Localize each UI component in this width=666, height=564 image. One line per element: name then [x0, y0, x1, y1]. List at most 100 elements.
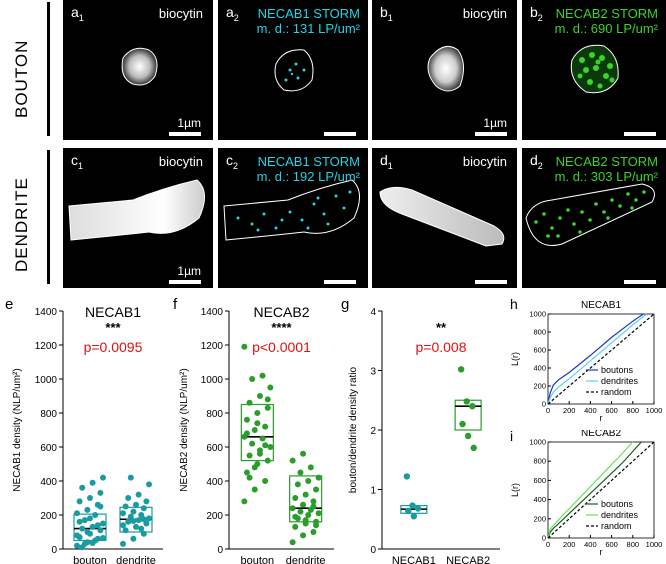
y-tick-label: 600: [40, 443, 57, 454]
dendrite-necab1-storm-image: [223, 179, 360, 241]
data-point: [120, 522, 126, 529]
bouton-biocytin-image: [121, 47, 158, 86]
x-tick-label: NECAB2: [446, 555, 490, 564]
scale-bar: [624, 280, 656, 284]
data-point: [254, 420, 261, 427]
data-point: [138, 525, 145, 532]
panel-letter-e: e: [5, 296, 14, 313]
data-point: [405, 507, 412, 515]
y-tick-label: 400: [533, 364, 546, 373]
data-point: [89, 540, 96, 547]
panel-sub: 1: [387, 12, 393, 23]
chart-title: NECAB2: [253, 304, 309, 320]
data-point: [249, 376, 256, 382]
data-point: [74, 542, 80, 549]
data-point: [76, 518, 83, 525]
y-tick-label: 400: [206, 477, 223, 488]
legend-label: random: [601, 387, 632, 397]
chart-h-necab1-ripley: NECAB1 0 200 400 600 800 1000 0 200 400 600 800 1000…: [510, 300, 662, 423]
data-point: [122, 527, 129, 534]
data-point: [81, 517, 88, 524]
panel-c1-biocytin: c1 biocytin 1µm: [63, 148, 213, 288]
panel-d1-label: biocytin: [462, 154, 507, 169]
data-point: [89, 523, 96, 530]
legend-label: random: [601, 521, 632, 531]
data-point: [79, 525, 86, 532]
data-point: [264, 404, 271, 411]
data-point: [84, 529, 91, 535]
y-tick-label: 400: [533, 495, 546, 504]
data-point: [127, 474, 134, 481]
legend-label: boutons: [601, 499, 634, 509]
data-point: [241, 498, 248, 505]
panel-a2-storm: a2 NECAB1 STORM m. d.: 131 LP/um²: [218, 0, 368, 140]
y-tick-label: 1200: [35, 341, 58, 352]
data-point: [310, 498, 317, 505]
data-point: [133, 523, 139, 530]
data-point: [267, 444, 274, 450]
chart-f-necab2-density: 0 200 400 600 800 1000 1200 1400 NECAB2 density …: [179, 304, 334, 564]
data-point: [310, 529, 317, 535]
data-point: [94, 522, 101, 529]
data-point: [243, 416, 250, 423]
data-point: [289, 457, 296, 464]
data-point: [251, 464, 258, 471]
x-tick-label: NECAB1: [392, 555, 436, 564]
data-point: [76, 498, 83, 505]
y-tick-label: 0: [217, 545, 223, 556]
y-tick-label: 600: [533, 476, 546, 485]
bouton-biocytin-image: [427, 45, 464, 92]
panel-letter: d: [530, 152, 538, 168]
row-divider-bouton: [47, 2, 50, 136]
y-tick-label: 800: [206, 409, 223, 420]
data-point: [262, 423, 269, 430]
data-point: [403, 473, 411, 480]
data-point: [79, 484, 86, 491]
y-tick-label: 1400: [35, 307, 58, 318]
dendrite-necab2-storm-image: [525, 183, 655, 246]
data-point: [74, 510, 80, 517]
series-line: [547, 313, 655, 405]
data-point: [246, 474, 253, 481]
row-label-dendrite: DENDRITE: [12, 177, 31, 272]
data-point: [300, 501, 307, 508]
data-point: [146, 515, 152, 522]
x-axis-label: r: [600, 413, 603, 423]
y-tick-label: 0: [542, 534, 546, 543]
data-point: [89, 479, 96, 486]
x-tick-label: 400: [584, 540, 597, 549]
data-point: [256, 450, 263, 457]
x-tick-label: 200: [563, 406, 576, 415]
data-point: [97, 527, 104, 534]
x-tick-label: 0: [546, 406, 550, 415]
data-point: [130, 508, 137, 515]
y-tick-label: 200: [533, 514, 546, 523]
data-point: [292, 495, 299, 501]
data-point: [254, 410, 261, 416]
data-point: [457, 366, 465, 373]
y-tick-label: 2: [370, 426, 376, 437]
data-point: [302, 491, 309, 498]
data-point: [264, 457, 271, 464]
panel-sub: 1: [387, 160, 393, 171]
panel-c1-label: biocytin: [158, 154, 203, 169]
data-point: [289, 539, 296, 546]
data-point: [79, 544, 86, 551]
x-axis-label: r: [600, 547, 603, 557]
panel-b1-label: biocytin: [462, 6, 507, 21]
p-value: p=0.0095: [84, 339, 143, 355]
panel-letter-f: f: [173, 296, 178, 313]
panel-letter: b: [530, 4, 538, 20]
panel-b2-storm: b2 NECAB2 STORM m. d.: 690 LP/um²: [522, 0, 666, 140]
panel-letter-i: i: [510, 428, 514, 444]
y-tick-label: 1400: [201, 307, 224, 318]
panel-c2-label: NECAB1 STORM: [257, 154, 360, 169]
x-tick-label: 0: [546, 540, 550, 549]
panel-letter: b: [380, 4, 388, 20]
data-point: [297, 508, 304, 515]
scale-bar: [169, 132, 201, 136]
data-point: [140, 505, 147, 512]
x-tick-label: bouton: [241, 555, 275, 564]
x-tick-label: 800: [627, 540, 640, 549]
data-point: [300, 532, 307, 539]
